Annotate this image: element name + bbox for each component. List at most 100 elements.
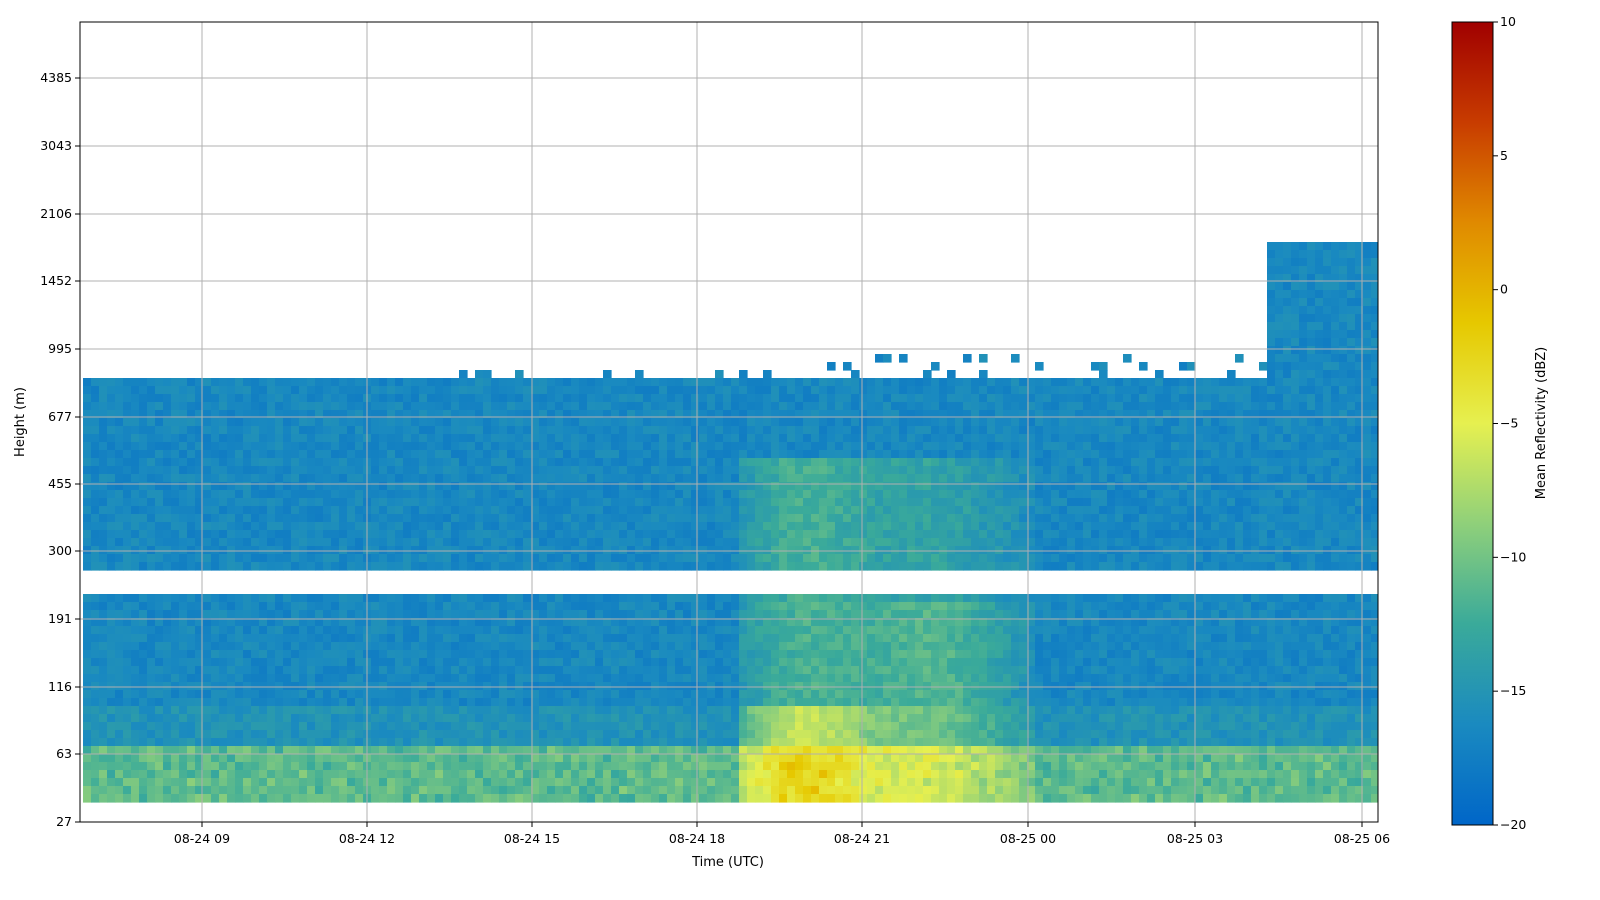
heatmap-cell: [763, 482, 772, 491]
heatmap-cell: [771, 778, 780, 787]
heatmap-cell: [587, 762, 596, 771]
heatmap-cell: [795, 458, 804, 467]
heatmap-cell: [811, 794, 820, 803]
heatmap-cell: [435, 722, 444, 731]
heatmap-cell: [283, 626, 292, 635]
heatmap-cell: [475, 714, 484, 723]
heatmap-cell: [307, 666, 316, 675]
heatmap-cell: [251, 538, 260, 547]
heatmap-cell: [595, 378, 604, 387]
heatmap-cell: [859, 658, 868, 667]
heatmap-cell: [267, 698, 276, 707]
heatmap-cell: [587, 610, 596, 619]
heatmap-cell: [219, 786, 228, 795]
heatmap-cell: [427, 610, 436, 619]
heatmap-cell: [755, 594, 764, 603]
heatmap-cell: [99, 458, 108, 467]
heatmap-cell: [131, 746, 140, 755]
heatmap-cell: [107, 786, 116, 795]
heatmap-cell: [651, 458, 660, 467]
heatmap-cell: [91, 730, 100, 739]
heatmap-cell: [475, 722, 484, 731]
heatmap-cell: [555, 634, 564, 643]
heatmap-cell: [475, 554, 484, 563]
heatmap-cell: [99, 594, 108, 603]
heatmap-cell: [827, 658, 836, 667]
heatmap-cell: [227, 610, 236, 619]
heatmap-cell: [731, 682, 740, 691]
heatmap-cell: [531, 554, 540, 563]
heatmap-cell: [251, 722, 260, 731]
heatmap-cell: [587, 634, 596, 643]
heatmap-cell: [339, 442, 348, 451]
heatmap-cell: [547, 514, 556, 523]
heatmap-cell: [859, 418, 868, 427]
heatmap-cell: [83, 786, 92, 795]
heatmap-cell: [827, 778, 836, 787]
heatmap-cell: [547, 458, 556, 467]
heatmap-cell: [403, 418, 412, 427]
heatmap-cell: [635, 506, 644, 515]
heatmap-cell: [267, 402, 276, 411]
heatmap-cell: [531, 450, 540, 459]
heatmap-cell: [83, 738, 92, 747]
heatmap-cell: [291, 650, 300, 659]
heatmap-cell: [291, 594, 300, 603]
heatmap-cell: [243, 474, 252, 483]
heatmap-cell: [227, 386, 236, 395]
heatmap-cell: [795, 690, 804, 699]
heatmap-cell: [571, 466, 580, 475]
heatmap-cell: [723, 514, 732, 523]
heatmap-cell: [627, 754, 636, 763]
heatmap-cell: [499, 418, 508, 427]
heatmap-cell: [331, 418, 340, 427]
heatmap-cell: [339, 394, 348, 403]
heatmap-cell: [787, 666, 796, 675]
heatmap-cell: [227, 538, 236, 547]
heatmap-cell: [643, 786, 652, 795]
heatmap-cell: [155, 458, 164, 467]
heatmap-cell: [515, 730, 524, 739]
heatmap-cell: [515, 458, 524, 467]
heatmap-cell: [235, 474, 244, 483]
heatmap-cell: [299, 634, 308, 643]
heatmap-cell: [747, 482, 756, 491]
heatmap-cell: [427, 490, 436, 499]
heatmap-cell: [147, 682, 156, 691]
heatmap-cell: [131, 474, 140, 483]
heatmap-cell: [867, 562, 876, 571]
heatmap-cell: [819, 490, 828, 499]
heatmap-cell: [675, 650, 684, 659]
heatmap-cell: [243, 698, 252, 707]
heatmap-cell: [219, 666, 228, 675]
heatmap-cell: [563, 386, 572, 395]
heatmap-cell: [523, 642, 532, 651]
heatmap-cell: [203, 674, 212, 683]
heatmap-cell: [379, 682, 388, 691]
heatmap-cell: [115, 386, 124, 395]
heatmap-cell: [851, 482, 860, 491]
heatmap-cell: [115, 562, 124, 571]
heatmap-cell: [859, 562, 868, 571]
heatmap-cell: [571, 746, 580, 755]
heatmap-cell: [691, 522, 700, 531]
heatmap-cell: [571, 402, 580, 411]
heatmap-cell: [411, 442, 420, 451]
heatmap-cell: [339, 434, 348, 443]
heatmap-cell: [627, 778, 636, 787]
heatmap-cell: [659, 490, 668, 499]
heatmap-cell: [371, 386, 380, 395]
heatmap-cell: [211, 514, 220, 523]
heatmap-cell: [235, 562, 244, 571]
heatmap-cell: [659, 482, 668, 491]
heatmap-cell: [851, 554, 860, 563]
heatmap-cell: [795, 450, 804, 459]
heatmap-cell: [323, 386, 332, 395]
heatmap-cell: [451, 730, 460, 739]
heatmap-cell: [243, 538, 252, 547]
heatmap-cell: [131, 506, 140, 515]
heatmap-cell: [771, 610, 780, 619]
heatmap-cell: [155, 786, 164, 795]
heatmap-cell: [635, 434, 644, 443]
heatmap-cell: [483, 794, 492, 803]
